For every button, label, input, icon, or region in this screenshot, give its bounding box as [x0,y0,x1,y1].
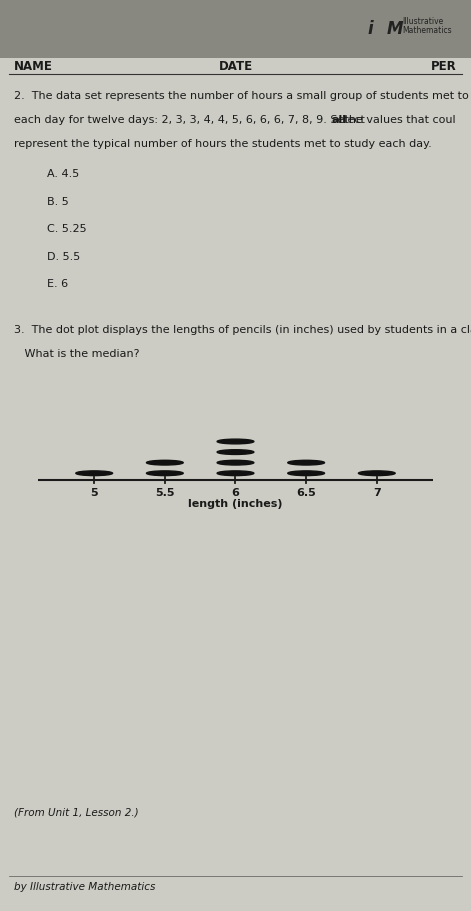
Circle shape [217,450,254,455]
Circle shape [217,461,254,466]
Circle shape [288,461,325,466]
Text: M: M [386,20,403,38]
Text: NAME: NAME [14,60,53,73]
Text: Illustrative: Illustrative [403,16,444,26]
Text: Mathematics: Mathematics [403,26,452,35]
Text: each day for twelve days: 2, 3, 3, 4, 4, 5, 6, 6, 6, 7, 8, 9. Select: each day for twelve days: 2, 3, 3, 4, 4,… [14,115,368,125]
Circle shape [217,471,254,476]
Text: 5: 5 [90,487,98,497]
Text: 6: 6 [232,487,239,497]
Text: 7: 7 [373,487,381,497]
Text: length (inches): length (inches) [188,499,283,509]
Text: 6.5: 6.5 [296,487,316,497]
Text: the values that coul: the values that coul [341,115,455,125]
Circle shape [146,471,183,476]
Circle shape [217,440,254,445]
Text: by Illustrative Mathematics: by Illustrative Mathematics [14,881,155,891]
Text: (From Unit 1, Lesson 2.): (From Unit 1, Lesson 2.) [14,806,139,816]
Text: C. 5.25: C. 5.25 [47,224,87,234]
Circle shape [76,471,113,476]
Text: 2.  The data set represents the number of hours a small group of students met to: 2. The data set represents the number of… [14,91,471,101]
Text: 3.  The dot plot displays the lengths of pencils (in inches) used by students in: 3. The dot plot displays the lengths of … [14,325,471,335]
Text: D. 5.5: D. 5.5 [47,251,81,261]
Text: represent the typical number of hours the students met to study each day.: represent the typical number of hours th… [14,138,432,148]
Text: E. 6: E. 6 [47,279,68,289]
Text: PER: PER [431,60,457,73]
Bar [0,0,471,59]
Circle shape [146,461,183,466]
Text: DATE: DATE [219,60,252,73]
Circle shape [288,471,325,476]
Text: all: all [331,115,346,125]
Circle shape [358,471,395,476]
Text: 5.5: 5.5 [155,487,175,497]
Text: B. 5: B. 5 [47,197,69,207]
Text: i: i [367,20,373,38]
Text: A. 4.5: A. 4.5 [47,169,79,179]
Text: What is the median?: What is the median? [14,349,139,359]
